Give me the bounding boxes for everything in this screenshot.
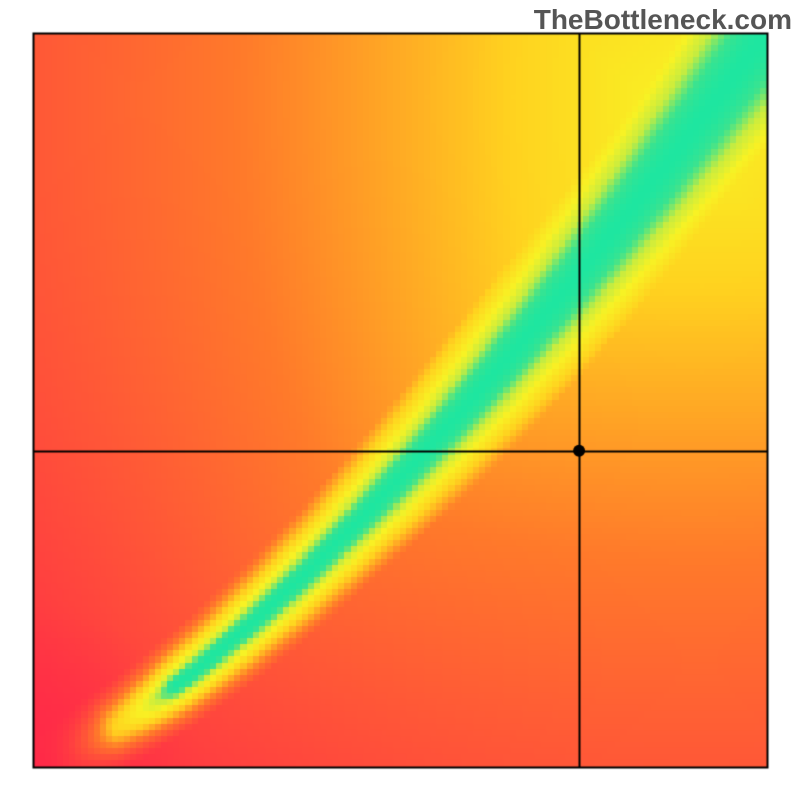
chart-container: TheBottleneck.com [0, 0, 800, 800]
watermark-text: TheBottleneck.com [534, 4, 792, 36]
heatmap-canvas [0, 0, 800, 800]
